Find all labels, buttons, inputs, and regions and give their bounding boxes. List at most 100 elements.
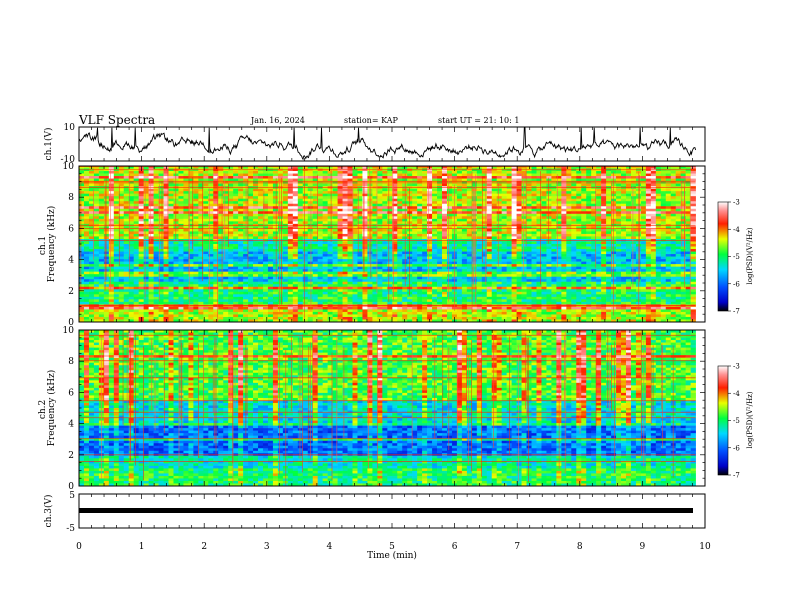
spectrogram-cell <box>611 218 617 222</box>
spectrogram-cell <box>233 236 239 240</box>
spectrogram-cell <box>362 213 368 217</box>
spectrogram-cell <box>596 256 602 260</box>
spectrogram-cell <box>412 183 418 187</box>
spectrogram-cell <box>481 213 488 217</box>
spectrogram-cell <box>685 254 691 257</box>
spectrogram-cell <box>496 241 502 245</box>
spectrogram-cell <box>625 203 632 207</box>
spectrogram-cell <box>113 211 120 215</box>
spectrogram-cell <box>292 241 299 245</box>
spectrogram-cell <box>372 193 378 197</box>
spectrogram-cell <box>616 259 622 262</box>
spectrogram-cell <box>297 218 304 222</box>
spectrogram-cell <box>198 231 204 235</box>
spectrogram-cell <box>198 188 204 192</box>
spectrogram-cell <box>546 213 552 217</box>
spectrogram-cell <box>650 254 657 257</box>
spectrogram-cell <box>566 206 572 210</box>
spectrogram-cell <box>382 211 388 215</box>
spectrogram-cell <box>387 178 393 182</box>
spectrogram-cell <box>621 198 627 202</box>
spectrogram-cell <box>625 226 632 230</box>
spectrogram-cell <box>123 216 130 220</box>
spectrogram-cell <box>645 244 652 247</box>
spectrogram-cell <box>322 226 328 230</box>
spectrogram-cell <box>506 198 512 202</box>
spectrogram-cell <box>680 203 686 207</box>
spectrogram-cell <box>655 208 662 212</box>
spectrogram-cell <box>138 208 144 212</box>
spectrogram-cell <box>133 178 139 182</box>
spectrogram-cell <box>521 206 527 210</box>
spectrogram-cell <box>103 178 110 182</box>
spectrogram-cell <box>128 203 134 207</box>
spectrogram-cell <box>427 236 433 240</box>
spectrogram-cell <box>83 196 90 200</box>
spectrogram-cell <box>437 259 443 262</box>
spectrogram-cell <box>153 173 159 177</box>
spectrogram-cell <box>103 206 110 210</box>
spectrogram-cell <box>402 231 408 235</box>
spectrogram-cell <box>282 259 289 262</box>
spectrogram-cell <box>93 261 100 265</box>
spectrogram-cell <box>238 216 244 220</box>
spectrogram-cell <box>267 178 274 182</box>
spectrogram-cell <box>616 211 622 215</box>
spectrogram-cell <box>193 228 199 232</box>
spectrogram-cell <box>392 188 398 192</box>
spectrogram-cell <box>670 221 677 225</box>
spectrogram-cell <box>362 201 368 205</box>
spectrogram-cell <box>556 203 562 207</box>
spectrogram-cell <box>272 221 279 225</box>
spectrogram-cell <box>347 201 353 205</box>
spectrogram-cell <box>625 231 632 235</box>
spectrogram-cell <box>521 176 527 179</box>
spectrogram-cell <box>228 251 234 255</box>
spectrogram-cell <box>178 178 184 182</box>
spectrogram-cell <box>541 236 547 240</box>
spectrogram-cell <box>611 206 617 210</box>
spectrogram-cell <box>437 249 443 252</box>
spectrogram-cell <box>625 171 632 174</box>
spectrogram-cell <box>461 236 468 240</box>
spectrogram-cell <box>138 198 144 202</box>
spectrogram-cell <box>302 241 309 245</box>
spectrogram-cell <box>586 178 592 182</box>
spectrogram-cell <box>496 226 502 230</box>
spectrogram-cell <box>471 173 478 177</box>
spectrogram-cell <box>352 166 358 169</box>
spectrogram-cell <box>446 191 453 194</box>
spectrogram-cell <box>456 191 463 194</box>
spectrogram-cell <box>108 226 115 230</box>
spectrogram-cell <box>556 166 562 169</box>
spectrogram-cell <box>541 213 547 217</box>
spectrogram-cell <box>546 206 552 210</box>
spectrogram-cell <box>382 221 388 225</box>
spectrogram-cell <box>536 176 542 179</box>
spectrogram-cell <box>625 259 632 262</box>
spectrogram-cell <box>238 259 244 262</box>
spectrogram-cell <box>516 261 522 265</box>
spectrogram-cell <box>123 198 130 202</box>
spectrogram-cell <box>387 251 393 255</box>
spectrogram-cell <box>88 259 95 262</box>
spectrogram-cell <box>148 173 154 177</box>
spectrogram-cell <box>178 188 184 192</box>
spectrogram-cell <box>362 251 368 255</box>
spectrogram-cell <box>466 259 473 262</box>
spectrogram-cell <box>456 208 463 212</box>
spectrogram-cell <box>198 261 204 265</box>
spectrogram-cell <box>625 198 632 202</box>
spectrogram-cell <box>625 188 632 192</box>
spectrogram-cell <box>660 231 667 235</box>
spectrogram-cell <box>506 261 512 265</box>
spectrogram-cell <box>233 218 239 222</box>
spectrogram-cell <box>253 211 259 215</box>
spectrogram-cell <box>292 171 299 174</box>
spectrogram-cell <box>571 171 577 174</box>
spectrogram-cell <box>606 191 612 194</box>
spectrogram-cell <box>158 176 164 179</box>
spectrogram-cell <box>337 201 343 205</box>
spectrogram-cell <box>193 206 199 210</box>
spectrogram-cell <box>128 236 134 240</box>
